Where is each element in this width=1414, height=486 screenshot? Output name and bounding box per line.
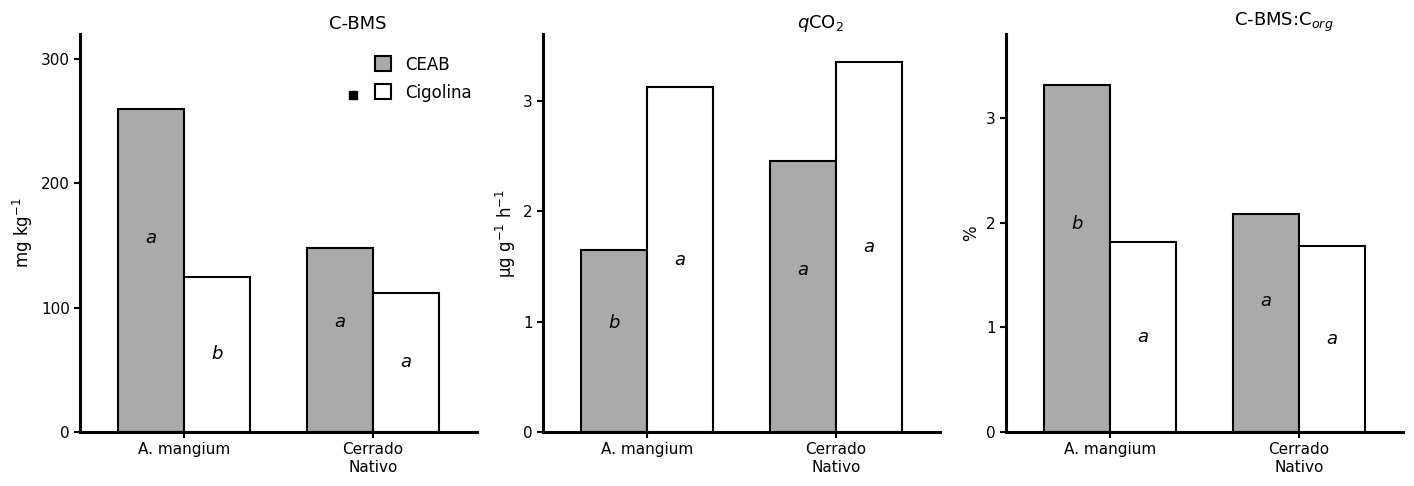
Text: a: a <box>864 238 874 256</box>
Y-axis label: %: % <box>963 226 980 241</box>
Bar <box>1110 242 1176 432</box>
Bar <box>1233 214 1299 432</box>
Title: $q$CO$_2$: $q$CO$_2$ <box>797 13 844 35</box>
Text: b: b <box>212 346 223 364</box>
Text: a: a <box>334 312 345 330</box>
Bar <box>769 161 836 432</box>
Text: a: a <box>797 260 809 278</box>
Text: a: a <box>146 229 157 247</box>
Y-axis label: mg kg$^{-1}$: mg kg$^{-1}$ <box>11 198 35 268</box>
Text: b: b <box>1072 214 1083 233</box>
Text: a: a <box>674 251 686 269</box>
Text: b: b <box>608 313 619 331</box>
Bar <box>1044 85 1110 432</box>
Bar <box>581 250 648 432</box>
Text: a: a <box>400 353 411 371</box>
Bar <box>117 109 184 432</box>
Bar <box>836 62 902 432</box>
Text: a: a <box>1326 330 1338 348</box>
Bar <box>307 248 373 432</box>
Text: a: a <box>1138 328 1148 346</box>
Title: C-BMS: C-BMS <box>329 15 386 33</box>
Y-axis label: μg g$^{-1}$ h$^{-1}$: μg g$^{-1}$ h$^{-1}$ <box>493 189 518 278</box>
Bar <box>648 87 713 432</box>
Bar <box>373 293 438 432</box>
Legend: CEAB, Cigolina: CEAB, Cigolina <box>369 51 477 106</box>
Bar <box>184 277 250 432</box>
Title: C-BMS:C$_{org}$: C-BMS:C$_{org}$ <box>1234 11 1333 35</box>
Bar <box>1299 246 1365 432</box>
Text: a: a <box>1260 293 1271 311</box>
